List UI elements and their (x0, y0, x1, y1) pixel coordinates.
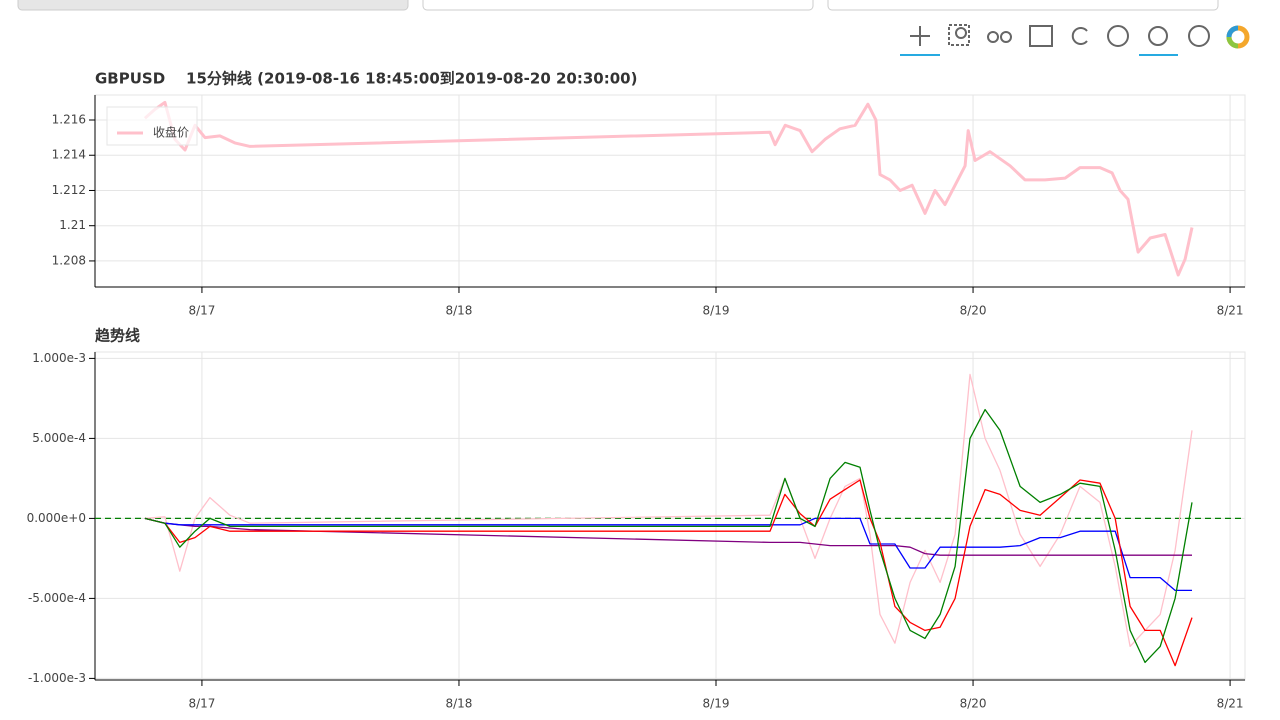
bokeh-logo (1226, 25, 1250, 49)
plot-area (94, 94, 1246, 288)
x-tick-label: 8/21 (1217, 304, 1244, 318)
x-tick-label: 8/17 (188, 697, 215, 711)
line-series (143, 100, 1194, 277)
x-tick-label: 8/21 (1217, 697, 1244, 711)
y-tick-label: -5.000e-4 (28, 591, 86, 605)
x-tick-label: 8/18 (445, 697, 472, 711)
pan-tool[interactable] (900, 26, 940, 56)
y-tick-label: -1.000e-3 (28, 671, 86, 685)
save-tool[interactable] (1029, 25, 1053, 47)
input-box[interactable] (17, 0, 409, 11)
x-tick-label: 8/19 (703, 304, 730, 318)
line-series (144, 517, 1192, 556)
toolbar (900, 24, 1250, 56)
y-tick-label: 5.000e-4 (32, 431, 86, 445)
y-tick-label: 1.212 (52, 183, 86, 197)
line-series (144, 408, 1193, 664)
line-series (144, 517, 1192, 592)
line-series (144, 373, 1193, 648)
plot-area (94, 351, 1246, 681)
x-tick-label: 8/17 (188, 304, 215, 318)
input-box[interactable] (422, 0, 814, 11)
help-tool[interactable] (1107, 25, 1129, 47)
input-box[interactable] (827, 0, 1219, 11)
y-tick-label: 1.216 (52, 113, 86, 127)
chart-title: GBPUSD 15分钟线 (2019-08-16 18:45:00到2019-0… (95, 70, 637, 88)
legend-label: 收盘价 (153, 125, 189, 140)
y-tick-label: 1.214 (52, 148, 86, 162)
top-inputs (17, 0, 1219, 11)
x-tick-label: 8/19 (703, 697, 730, 711)
legend-box (106, 106, 198, 146)
x-tick-label: 8/20 (960, 697, 987, 711)
y-tick-label: 1.21 (59, 218, 86, 232)
y-tick-label: 0.000e+0 (27, 511, 86, 525)
line-series (144, 479, 1193, 667)
y-tick-label: 1.000e-3 (32, 351, 86, 365)
help-tool[interactable] (1188, 25, 1210, 47)
y-tick-label: 1.208 (52, 253, 86, 267)
zoom-tool[interactable] (948, 24, 970, 46)
x-tick-label: 8/18 (445, 304, 472, 318)
reset-tool[interactable] (1071, 27, 1088, 45)
crosshair-tool[interactable] (1139, 26, 1178, 56)
x-tick-label: 8/20 (960, 304, 987, 318)
chart-title: 趋势线 (95, 327, 140, 345)
wheel-zoom-tool[interactable] (987, 31, 1012, 43)
